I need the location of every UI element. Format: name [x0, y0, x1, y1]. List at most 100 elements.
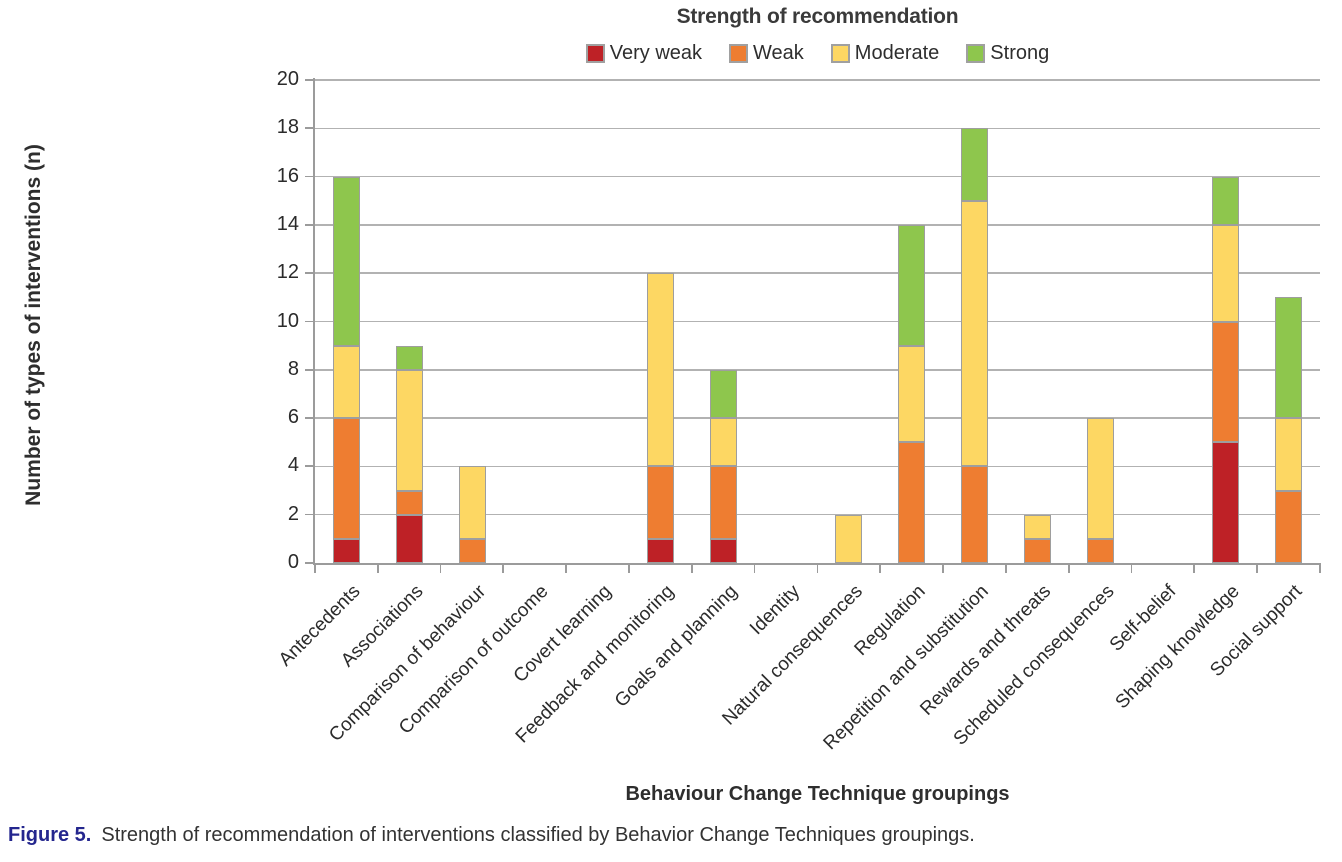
y-tick-label-6: 6 — [287, 406, 299, 429]
bar-segment-feedback-and-monitoring-weak — [646, 466, 674, 539]
x-tick-mark — [753, 565, 756, 573]
legend-item-moderate: Moderate — [830, 42, 939, 65]
bar-segment-antecedents-strong — [332, 176, 360, 346]
y-tick-label-0: 0 — [287, 551, 299, 573]
bar-segment-feedback-and-monitoring-moderate — [646, 273, 674, 467]
y-axis-line — [313, 78, 315, 565]
x-axis-line — [313, 563, 1321, 565]
x-tick-mark — [314, 565, 316, 573]
y-tick-mark — [305, 79, 313, 81]
y-tick-mark — [305, 320, 313, 323]
y-tick-mark — [305, 417, 313, 419]
bar-segment-shaping-knowledge-strong — [1212, 176, 1240, 225]
chart-title: Strength of recommendation — [676, 5, 959, 28]
bar-segment-social-support-moderate — [1275, 418, 1303, 491]
gridline-y6 — [315, 417, 1320, 419]
x-tick-mark — [1067, 565, 1070, 573]
figure-caption: Figure 5. Strength of recommendation of i… — [8, 824, 1328, 847]
y-tick-mark — [305, 562, 313, 564]
legend-item-very-weak: Very weak — [585, 42, 702, 65]
y-tick-label-12: 12 — [276, 261, 299, 284]
bar-segment-comparison-of-behaviour-moderate — [458, 466, 486, 539]
y-tick-label-4: 4 — [287, 454, 299, 477]
y-tick-mark — [305, 127, 313, 130]
bar-comparison-of-behaviour — [458, 466, 486, 563]
gridline-y12 — [315, 272, 1320, 274]
figure-caption-label: Figure 5. — [8, 824, 92, 846]
y-tick-mark — [305, 368, 313, 371]
x-tick-mark — [628, 565, 630, 573]
bar-segment-associations-very-weak — [395, 514, 423, 563]
bar-segment-associations-strong — [395, 345, 423, 370]
x-category-label-identity: Identity — [745, 581, 804, 640]
gridline-y16 — [315, 175, 1320, 178]
x-tick-mark — [1193, 565, 1196, 573]
bar-segment-regulation-strong — [898, 224, 926, 346]
gridline-y2 — [315, 513, 1320, 516]
bar-segment-goals-and-planning-strong — [709, 369, 737, 419]
gridline-y4 — [315, 465, 1320, 468]
y-tick-label-14: 14 — [276, 212, 299, 235]
bar-segment-regulation-weak — [898, 442, 926, 563]
x-tick-mark — [879, 565, 882, 573]
x-tick-mark — [1130, 565, 1133, 573]
bar-segment-repetition-and-substitution-weak — [961, 466, 989, 563]
y-tick-mark — [305, 465, 313, 468]
bar-segment-social-support-strong — [1275, 297, 1303, 419]
bar-associations — [395, 345, 423, 563]
bar-goals-and-planning — [709, 369, 737, 563]
x-tick-mark — [439, 565, 442, 573]
y-axis-title: Number of types of interventions (n) — [22, 144, 45, 506]
bar-segment-rewards-and-threats-moderate — [1023, 514, 1051, 539]
gridline-y18 — [315, 127, 1320, 130]
x-tick-mark — [502, 565, 505, 573]
bar-antecedents — [332, 176, 360, 563]
x-tick-mark — [690, 565, 693, 573]
x-tick-mark — [1319, 565, 1321, 573]
x-tick-mark — [565, 565, 568, 573]
plot-area — [315, 79, 1320, 563]
y-tick-label-2: 2 — [287, 502, 299, 525]
bar-segment-comparison-of-behaviour-weak — [458, 538, 486, 563]
bar-repetition-and-substitution — [961, 128, 989, 563]
x-tick-mark — [816, 565, 819, 573]
bar-segment-social-support-weak — [1275, 490, 1303, 563]
bar-segment-regulation-moderate — [898, 345, 926, 443]
bar-segment-scheduled-consequences-weak — [1086, 538, 1114, 563]
legend-swatch-weak-icon — [729, 44, 749, 63]
y-tick-mark — [305, 272, 313, 274]
x-tick-mark — [1004, 565, 1007, 573]
legend-swatch-moderate-icon — [830, 44, 850, 63]
y-tick-mark — [305, 223, 313, 226]
bar-scheduled-consequences — [1086, 418, 1114, 563]
y-tick-label-20: 20 — [276, 68, 299, 90]
y-tick-mark — [305, 175, 313, 178]
bar-segment-goals-and-planning-very-weak — [709, 538, 737, 563]
bar-feedback-and-monitoring — [646, 273, 674, 563]
x-tick-mark — [942, 565, 944, 573]
bar-segment-shaping-knowledge-weak — [1212, 321, 1240, 443]
bar-segment-antecedents-weak — [332, 418, 360, 539]
legend-label-weak: Weak — [753, 42, 804, 64]
x-tick-mark — [376, 565, 379, 573]
y-tick-label-8: 8 — [287, 357, 299, 380]
bar-shaping-knowledge — [1212, 176, 1240, 563]
y-tick-label-10: 10 — [276, 309, 299, 332]
x-axis-title: Behaviour Change Technique groupings — [625, 783, 1010, 805]
legend-swatch-very-weak-icon — [585, 44, 605, 63]
gridline-y14 — [315, 224, 1320, 226]
bar-segment-repetition-and-substitution-strong — [961, 128, 989, 201]
legend-swatch-strong-icon — [966, 44, 986, 63]
figure-caption-text: Strength of recommendation of interventi… — [101, 824, 975, 846]
bar-segment-antecedents-very-weak — [332, 538, 360, 563]
legend-item-weak: Weak — [729, 42, 804, 65]
y-tick-mark — [305, 513, 313, 516]
gridline-y8 — [315, 369, 1320, 371]
y-tick-label-16: 16 — [276, 164, 299, 187]
x-tick-mark — [1256, 565, 1258, 573]
legend-item-strong: Strong — [966, 42, 1049, 65]
y-tick-label-18: 18 — [276, 116, 299, 139]
bar-segment-goals-and-planning-moderate — [709, 418, 737, 467]
bar-segment-associations-moderate — [395, 369, 423, 491]
